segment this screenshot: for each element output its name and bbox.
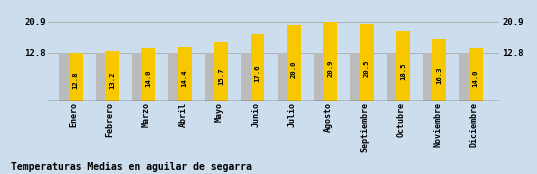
Bar	[469, 48, 483, 101]
Text: 18.5: 18.5	[400, 63, 406, 80]
Bar	[178, 46, 192, 101]
Text: 20.5: 20.5	[364, 60, 369, 77]
Bar	[360, 23, 374, 101]
Text: 20.9: 20.9	[327, 59, 333, 77]
Bar	[396, 31, 410, 101]
Bar	[69, 53, 83, 101]
Bar	[96, 53, 110, 101]
Bar	[105, 51, 119, 101]
Text: 14.4: 14.4	[182, 69, 188, 87]
Text: 17.6: 17.6	[255, 64, 260, 82]
Bar	[169, 53, 182, 101]
Text: 14.0: 14.0	[473, 70, 479, 88]
Bar	[314, 53, 328, 101]
Bar	[141, 48, 155, 101]
Text: 16.3: 16.3	[437, 66, 442, 84]
Bar	[59, 53, 73, 101]
Bar	[459, 53, 473, 101]
Text: 15.7: 15.7	[218, 67, 224, 85]
Bar	[205, 53, 219, 101]
Bar	[423, 53, 437, 101]
Text: 20.0: 20.0	[291, 60, 297, 78]
Bar	[251, 34, 264, 101]
Bar	[323, 22, 337, 101]
Bar	[132, 53, 146, 101]
Bar	[241, 53, 255, 101]
Text: 14.0: 14.0	[146, 70, 151, 88]
Bar	[287, 25, 301, 101]
Text: Temperaturas Medias en aguilar de segarra: Temperaturas Medias en aguilar de segarr…	[11, 162, 252, 172]
Bar	[214, 42, 228, 101]
Bar	[432, 39, 446, 101]
Bar	[387, 53, 401, 101]
Text: 13.2: 13.2	[109, 71, 115, 89]
Bar	[350, 53, 364, 101]
Bar	[278, 53, 292, 101]
Text: 12.8: 12.8	[72, 72, 78, 89]
